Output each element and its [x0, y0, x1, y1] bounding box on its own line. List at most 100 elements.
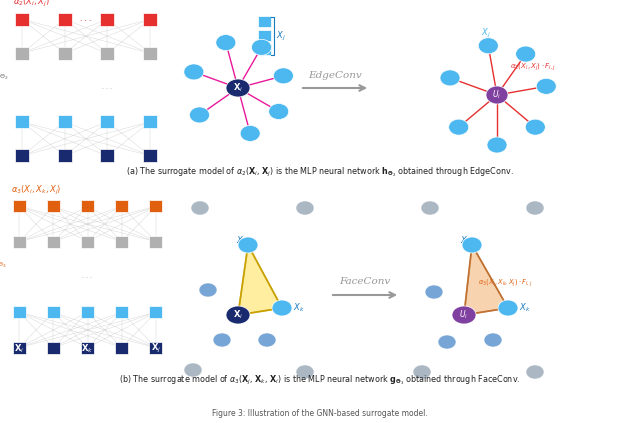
Ellipse shape: [526, 365, 544, 379]
Ellipse shape: [516, 46, 536, 62]
FancyBboxPatch shape: [143, 149, 157, 162]
Text: $\alpha_3(X_i,X_k,X_j)$: $\alpha_3(X_i,X_k,X_j)$: [11, 184, 61, 197]
Text: Figure 3: Illustration of the GNN-based surrogate model.: Figure 3: Illustration of the GNN-based …: [212, 409, 428, 418]
Text: $U_i$: $U_i$: [460, 309, 468, 321]
FancyBboxPatch shape: [13, 342, 26, 354]
Text: $\mathbf{X}_i$: $\mathbf{X}_i$: [38, 151, 49, 163]
Ellipse shape: [413, 365, 431, 379]
FancyBboxPatch shape: [257, 44, 271, 55]
FancyBboxPatch shape: [58, 47, 72, 60]
FancyBboxPatch shape: [143, 13, 157, 26]
Ellipse shape: [484, 333, 502, 347]
Text: $g_{\Theta_3}$: $g_{\Theta_3}$: [0, 258, 7, 270]
FancyBboxPatch shape: [115, 201, 128, 212]
FancyBboxPatch shape: [58, 149, 72, 162]
Ellipse shape: [462, 237, 482, 253]
FancyBboxPatch shape: [115, 342, 128, 354]
Ellipse shape: [184, 64, 204, 80]
Ellipse shape: [438, 335, 456, 349]
FancyBboxPatch shape: [100, 149, 115, 162]
Ellipse shape: [478, 38, 499, 54]
Text: $\mathbf{X}_k$: $\mathbf{X}_k$: [81, 342, 93, 355]
Polygon shape: [464, 245, 508, 315]
Ellipse shape: [536, 78, 556, 94]
Text: $X_k$: $X_k$: [293, 301, 305, 313]
FancyBboxPatch shape: [143, 115, 157, 128]
FancyBboxPatch shape: [15, 149, 29, 162]
Ellipse shape: [440, 70, 460, 86]
Text: . . .: . . .: [102, 85, 113, 90]
Ellipse shape: [216, 35, 236, 51]
Text: $\mathbf{X}_j$: $\mathbf{X}_j$: [124, 150, 134, 163]
FancyBboxPatch shape: [257, 16, 271, 27]
Ellipse shape: [269, 104, 289, 120]
Text: $X_j$: $X_j$: [276, 30, 285, 43]
Text: $\alpha_2(X_i,X_j)$: $\alpha_2(X_i,X_j)$: [13, 0, 50, 9]
Ellipse shape: [272, 300, 292, 316]
FancyBboxPatch shape: [115, 236, 128, 248]
Ellipse shape: [452, 306, 476, 324]
Ellipse shape: [226, 79, 250, 97]
FancyBboxPatch shape: [81, 201, 94, 212]
FancyBboxPatch shape: [149, 342, 163, 354]
Text: $\mathbf{X}_i$: $\mathbf{X}_i$: [233, 309, 243, 321]
Ellipse shape: [191, 201, 209, 215]
Ellipse shape: [421, 201, 439, 215]
FancyBboxPatch shape: [47, 236, 60, 248]
Ellipse shape: [189, 107, 209, 123]
FancyBboxPatch shape: [100, 47, 115, 60]
FancyBboxPatch shape: [58, 13, 72, 26]
Text: (a) The surrogate model of $\alpha_2$($\mathbf{X}_i$, $\mathbf{X}_j$) is the MLP: (a) The surrogate model of $\alpha_2$($\…: [126, 165, 514, 179]
Text: . . .: . . .: [81, 16, 92, 22]
Text: EdgeConv: EdgeConv: [308, 71, 362, 80]
Ellipse shape: [486, 86, 508, 104]
Ellipse shape: [273, 68, 293, 84]
Ellipse shape: [487, 137, 507, 153]
FancyBboxPatch shape: [15, 13, 29, 26]
FancyBboxPatch shape: [47, 306, 60, 318]
Text: $X_j$: $X_j$: [481, 27, 491, 40]
FancyBboxPatch shape: [47, 342, 60, 354]
Text: $U_i$: $U_i$: [492, 89, 502, 101]
Text: $X_k$: $X_k$: [519, 301, 531, 313]
Text: $h_{\Theta_2}$: $h_{\Theta_2}$: [0, 69, 9, 82]
FancyBboxPatch shape: [149, 201, 163, 212]
Ellipse shape: [213, 333, 231, 347]
Text: $\mathbf{X}_i$: $\mathbf{X}_i$: [14, 342, 24, 355]
Text: $X_j$: $X_j$: [236, 234, 246, 247]
FancyBboxPatch shape: [13, 201, 26, 212]
Text: $\alpha_2(X_i,X_j)\cdot F_{i,j}$: $\alpha_2(X_i,X_j)\cdot F_{i,j}$: [510, 61, 556, 73]
FancyBboxPatch shape: [58, 115, 72, 128]
Text: (b) The surrogate model of $\alpha_3$($\mathbf{X}_j$, $\mathbf{X}_k$, $\mathbf{X: (b) The surrogate model of $\alpha_3$($\…: [119, 374, 521, 387]
Ellipse shape: [498, 300, 518, 316]
Text: . . .: . . .: [83, 275, 93, 280]
Ellipse shape: [296, 201, 314, 215]
FancyBboxPatch shape: [100, 13, 115, 26]
FancyBboxPatch shape: [143, 47, 157, 60]
Ellipse shape: [238, 237, 258, 253]
FancyBboxPatch shape: [81, 342, 94, 354]
Ellipse shape: [240, 125, 260, 141]
FancyBboxPatch shape: [81, 236, 94, 248]
Polygon shape: [238, 245, 282, 315]
FancyBboxPatch shape: [13, 236, 26, 248]
FancyBboxPatch shape: [257, 30, 271, 41]
Ellipse shape: [226, 306, 250, 324]
FancyBboxPatch shape: [47, 201, 60, 212]
Text: $\mathbf{X}_j$: $\mathbf{X}_j$: [151, 342, 161, 355]
Ellipse shape: [525, 119, 545, 135]
Text: . . .: . . .: [82, 203, 93, 209]
FancyBboxPatch shape: [81, 306, 94, 318]
FancyBboxPatch shape: [15, 47, 29, 60]
Ellipse shape: [258, 333, 276, 347]
Text: $\mathbf{X}_i$: $\mathbf{X}_i$: [233, 82, 243, 94]
Text: $X_j$: $X_j$: [460, 234, 470, 247]
FancyBboxPatch shape: [15, 115, 29, 128]
FancyBboxPatch shape: [149, 236, 163, 248]
FancyBboxPatch shape: [100, 115, 115, 128]
Ellipse shape: [526, 201, 544, 215]
Ellipse shape: [296, 365, 314, 379]
Text: FaceConv: FaceConv: [339, 277, 390, 286]
Ellipse shape: [252, 39, 271, 55]
Ellipse shape: [425, 285, 443, 299]
